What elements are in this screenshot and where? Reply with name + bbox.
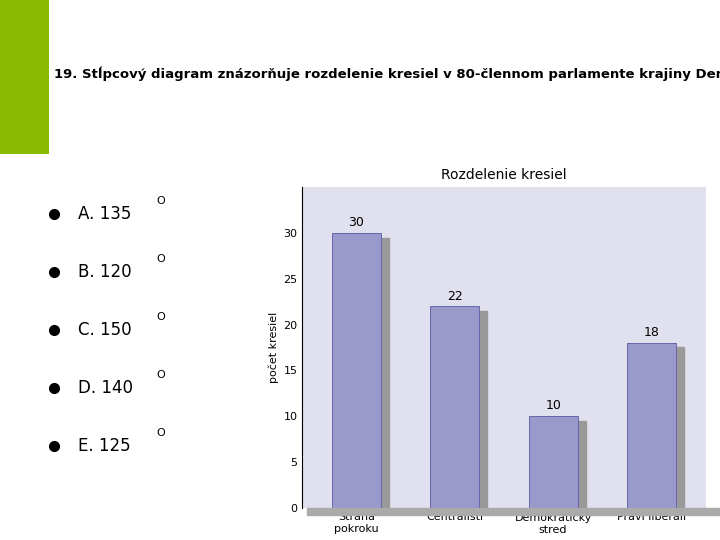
Text: D. 140: D. 140 [78, 380, 133, 397]
Title: Rozdelenie kresiel: Rozdelenie kresiel [441, 168, 567, 182]
Text: O: O [156, 254, 165, 265]
Bar [0, 0, 49, 154]
Text: O: O [156, 370, 165, 380]
Text: 19. Stĺpcový diagram znázorňuje rozdelenie kresiel v 80-člennom parlamente kraji: 19. Stĺpcový diagram znázorňuje rozdelen… [54, 66, 720, 81]
Bar [536, 421, 585, 508]
Bar [431, 306, 480, 508]
Bar [332, 233, 381, 508]
Text: 10: 10 [545, 400, 561, 413]
Text: 30: 30 [348, 217, 364, 230]
Text: O: O [156, 197, 165, 206]
Bar [635, 348, 684, 508]
Text: A. 135: A. 135 [78, 205, 132, 224]
Bar [438, 311, 487, 508]
Text: 18: 18 [644, 326, 660, 339]
Bar [307, 508, 720, 515]
Text: 22: 22 [447, 289, 463, 302]
Bar [627, 343, 676, 508]
Text: E. 125: E. 125 [78, 437, 131, 455]
Text: C. 150: C. 150 [78, 321, 132, 340]
Bar [528, 416, 577, 508]
Text: O: O [156, 428, 165, 438]
Y-axis label: počet kresiel: počet kresiel [269, 312, 279, 383]
Text: O: O [156, 312, 165, 322]
Bar [340, 238, 389, 508]
Text: B. 120: B. 120 [78, 264, 132, 281]
